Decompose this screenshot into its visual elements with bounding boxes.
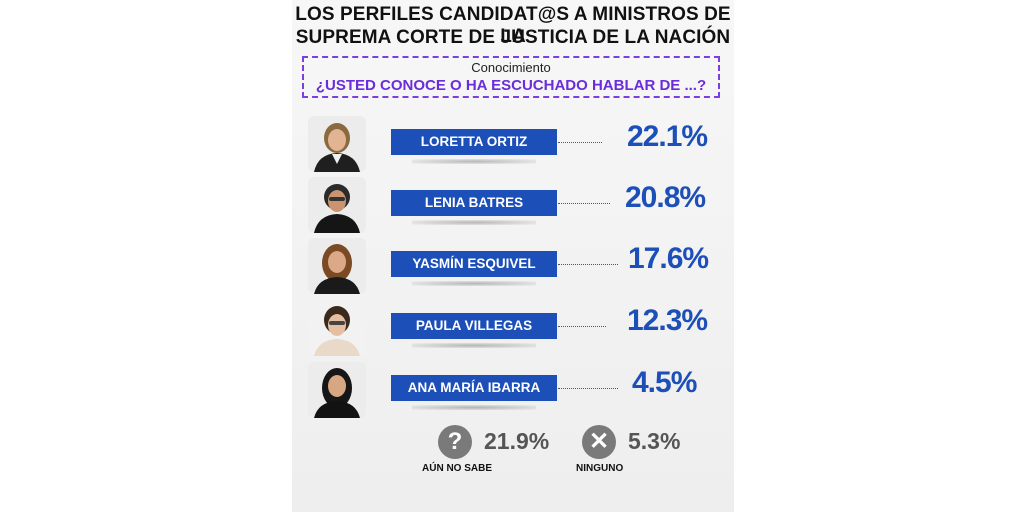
candidate-photo-lenia-batres [308,177,366,233]
question-label: Conocimiento [471,60,551,75]
bar-yasmin-esquivel: YASMÍN ESQUIVEL [391,251,557,277]
candidate-photo-ana-maria-ibarra [308,362,366,418]
x-icon: ✕ [582,425,616,459]
title-line-1: LOS PERFILES CANDIDAT@S A MINISTROS DE L… [295,4,731,47]
candidate-row-ana-maria-ibarra: ANA MARÍA IBARRA 4.5% [292,362,734,422]
value-label-paula-villegas: 12.3% [627,304,708,337]
value-label-lenia-batres: 20.8% [625,181,706,214]
question-box: Conocimiento ¿USTED CONOCE O HA ESCUCHAD… [302,56,720,98]
dotted-leader [558,264,618,265]
bar-ana-maria-ibarra: ANA MARÍA IBARRA [391,375,557,401]
dotted-leader [558,203,610,204]
candidate-row-yasmin-esquivel: YASMÍN ESQUIVEL 17.6% [292,238,734,298]
candidate-photo-yasmin-esquivel [308,238,366,294]
dotted-leader [558,142,602,143]
none-value: 5.3% [628,428,681,454]
title-line-2: SUPREMA CORTE DE JUSTICIA DE LA NACIÓN [295,27,731,48]
bar-shadow [412,220,536,225]
value-label-ana-maria-ibarra: 4.5% [632,366,697,399]
bar-shadow [412,159,536,164]
dotted-leader [558,326,606,327]
candidate-row-paula-villegas: PAULA VILLEGAS 12.3% [292,300,734,360]
candidate-photo-loretta-ortiz [308,116,366,172]
bar-loretta-ortiz: LORETTA ORTIZ [391,129,557,155]
candidate-row-loretta-ortiz: LORETTA ORTIZ 22.1% [292,116,734,176]
bar-paula-villegas: PAULA VILLEGAS [391,313,557,339]
bar-lenia-batres: LENIA BATRES [391,190,557,216]
question-text: ¿USTED CONOCE O HA ESCUCHADO HABLAR DE .… [315,77,707,94]
candidate-photo-paula-villegas [308,300,366,356]
value-label-yasmin-esquivel: 17.6% [628,242,709,275]
undecided-value: 21.9% [484,428,550,454]
candidate-row-lenia-batres: LENIA BATRES 20.8% [292,177,734,237]
dotted-leader [558,388,618,389]
bar-shadow [412,405,536,410]
undecided-label: AÚN NO SABE [422,463,493,474]
bar-shadow [412,343,536,348]
infographic-card: LOS PERFILES CANDIDAT@S A MINISTROS DE L… [292,0,734,512]
value-label-loretta-ortiz: 22.1% [627,120,708,153]
bar-shadow [412,281,536,286]
question-icon: ? [438,425,472,459]
none-label: NINGUNO [576,463,624,474]
